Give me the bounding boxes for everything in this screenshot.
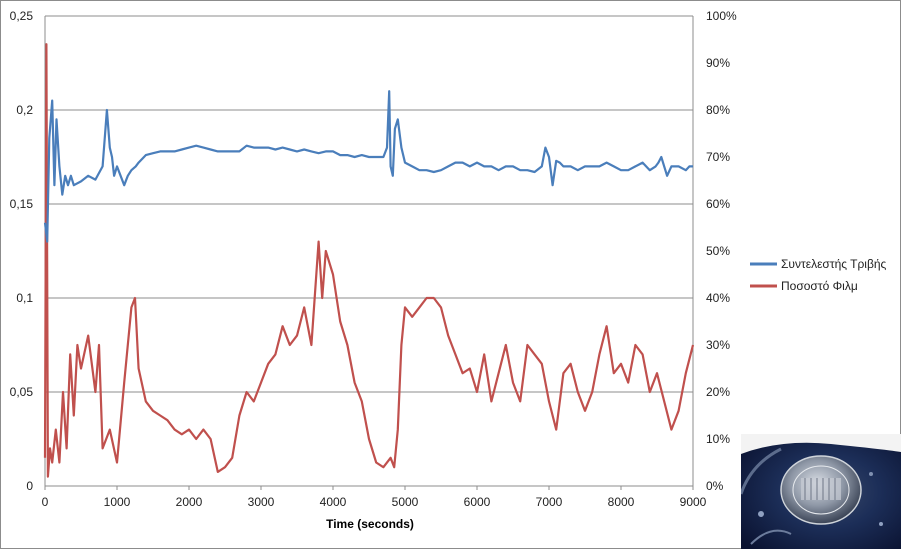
right-tick-label: 90%	[706, 56, 730, 70]
right-axis-ticks: 0% 10% 20% 30% 40% 50% 60% 70% 80% 90% 100%	[706, 9, 737, 493]
right-tick-label: 0%	[706, 479, 724, 493]
x-tick-label: 0	[42, 495, 49, 509]
left-tick-label: 0	[26, 479, 33, 493]
x-tick-label: 4000	[320, 495, 347, 509]
right-tick-label: 40%	[706, 291, 730, 305]
right-tick-label: 60%	[706, 197, 730, 211]
right-tick-label: 80%	[706, 103, 730, 117]
series-line-friction	[43, 90, 693, 243]
left-tick-label: 0,25	[10, 9, 34, 23]
x-tick-label: 8000	[608, 495, 635, 509]
x-axis-ticks: 0 1000 2000 3000 4000 5000 6000 7000 8000 9000	[42, 486, 707, 509]
x-tick-label: 7000	[536, 495, 563, 509]
x-axis-title: Time (seconds)	[326, 517, 414, 531]
series-lines	[43, 43, 695, 478]
right-tick-label: 70%	[706, 150, 730, 164]
left-tick-label: 0,2	[16, 103, 33, 117]
x-tick-label: 2000	[176, 495, 203, 509]
legend-label: Ποσοστό Φιλμ	[781, 279, 858, 293]
left-tick-label: 0,05	[10, 385, 34, 399]
x-tick-label: 3000	[248, 495, 275, 509]
specimen-photo	[741, 434, 901, 549]
right-tick-label: 10%	[706, 432, 730, 446]
x-tick-label: 5000	[392, 495, 419, 509]
right-tick-label: 30%	[706, 338, 730, 352]
left-axis-ticks: 0 0,05 0,1 0,15 0,2 0,25	[10, 9, 34, 493]
x-tick-label: 1000	[104, 495, 131, 509]
legend-label: Συντελεστής Τριβής	[781, 257, 887, 271]
left-tick-label: 0,15	[10, 197, 34, 211]
right-tick-label: 100%	[706, 9, 737, 23]
right-tick-label: 50%	[706, 244, 730, 258]
x-tick-label: 6000	[464, 495, 491, 509]
right-tick-label: 20%	[706, 385, 730, 399]
x-tick-label: 9000	[680, 495, 707, 509]
series-line-film	[43, 43, 695, 478]
legend: Συντελεστής Τριβής Ποσοστό Φιλμ	[750, 257, 887, 293]
left-tick-label: 0,1	[16, 291, 33, 305]
